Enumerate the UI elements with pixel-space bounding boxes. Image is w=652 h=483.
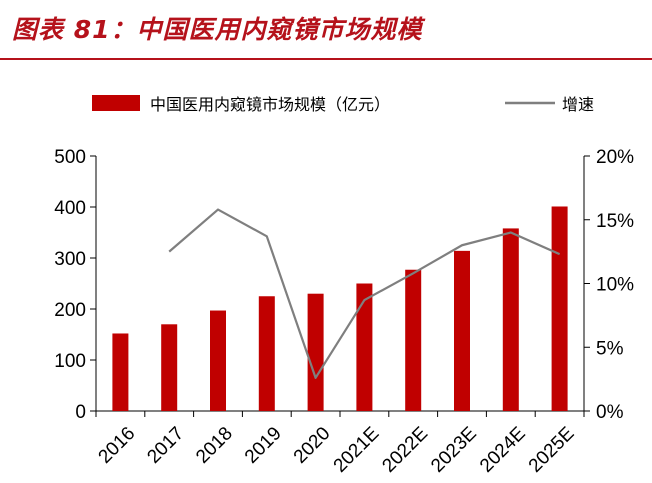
x-tick-label: 2019 [241,423,286,468]
y-left-tick-label: 200 [54,300,86,321]
y-right-tick-label: 0% [596,402,624,423]
y-right-tick-label: 5% [596,338,624,359]
x-tick-label: 2021E [330,423,384,477]
legend-label-line: 增速 [562,95,594,114]
line-series [168,208,561,379]
bar-2018 [210,310,226,411]
bar-series [112,206,568,411]
bar-2021E [356,283,373,411]
legend-label-bar: 中国医用内窥镜市场规模（亿元） [150,95,390,114]
y-left-tick-label: 500 [54,147,86,168]
bar-2024E [502,228,519,411]
x-tick-label: 2016 [95,423,140,468]
legend-swatch-bar [92,95,140,111]
bar-2025E [551,206,568,411]
bar-2016 [112,333,129,411]
y-right-tick-label: 10% [596,275,634,296]
y-left-tick-label: 300 [54,249,86,270]
x-tick-label: 2017 [143,423,188,468]
legend: 中国医用内窥镜市场规模（亿元） 增速 [92,95,594,114]
y-right-tick-label: 20% [596,147,634,168]
bar-2022E [405,269,422,411]
y-left-tick-label: 0 [75,402,86,423]
x-tick-label: 2025E [525,423,579,477]
y-right-tick-label: 15% [596,211,634,232]
title-rule [0,58,652,60]
x-tick-label: 2020 [290,423,335,468]
bar-2020 [307,293,324,411]
x-tick-label: 2022E [378,423,432,477]
bar-2017 [161,324,178,411]
figure-title: 图表 81：中国医用内窥镜市场规模 [12,15,423,44]
x-tick-label: 2024E [476,423,530,477]
x-tick-label: 2023E [427,423,481,477]
bar-2019 [258,296,275,411]
y-left-tick-label: 400 [54,198,86,219]
x-tick-label: 2018 [192,423,237,468]
bar-2023E [454,250,470,411]
y-left-tick-label: 100 [54,351,86,372]
